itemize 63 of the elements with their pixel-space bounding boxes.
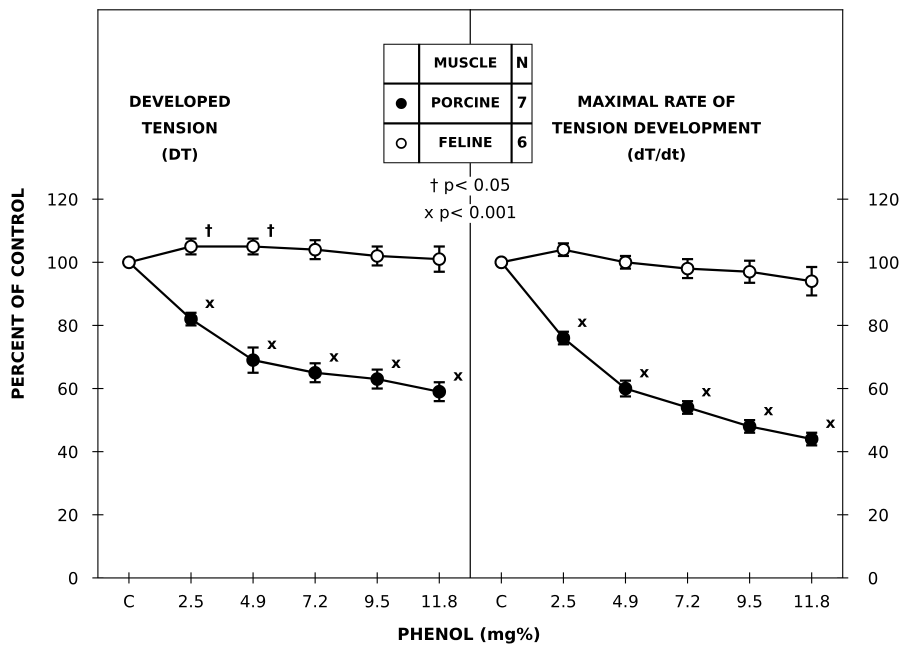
y-tick-label: 120 [870, 193, 898, 206]
y-tick-label: 100 [870, 256, 898, 269]
point [370, 372, 384, 386]
annotation: x [329, 353, 339, 362]
point [308, 242, 322, 256]
annotation: x [391, 360, 401, 368]
annotation: 7 [518, 96, 526, 108]
text: FELINE [440, 137, 492, 148]
x-tick-label: 11.8 [794, 594, 830, 608]
y-tick-label: 60 [868, 382, 888, 396]
y-tick-label: 20 [58, 508, 78, 522]
x-axis-title: PHENOL (mg%) [398, 627, 540, 644]
x-tick-label: C [124, 594, 134, 608]
annotation: x [453, 372, 463, 381]
y-tick-label: 120 [48, 193, 78, 206]
legend-label: PORCINE [432, 97, 499, 108]
annotation: † p< 0.05 [430, 178, 510, 194]
y-tick-label: 100 [48, 256, 78, 269]
point [308, 366, 322, 380]
y-tick-label: 0 [868, 572, 878, 584]
point [742, 264, 756, 279]
point [370, 249, 384, 263]
point [246, 353, 260, 367]
x-tick-label: 9.5 [365, 594, 390, 608]
annotation: x [764, 406, 774, 416]
x-tick-label: 2.5 [551, 594, 576, 608]
y-tick-label: 40 [868, 446, 888, 458]
x-tick-label: 4.9 [613, 594, 638, 608]
annotation: x [267, 340, 277, 350]
y-tick-label: 80 [868, 319, 888, 332]
y-tick-label: 40 [58, 446, 78, 458]
annotation: x p< 0.001 [424, 206, 516, 222]
annotation: x [640, 369, 649, 378]
annotation: † [205, 224, 212, 237]
annotation: x [702, 388, 712, 396]
x-tick-label: 7.2 [303, 594, 327, 608]
point [246, 240, 260, 254]
y-tick-label: 0 [68, 572, 78, 584]
annotation: x [826, 420, 836, 428]
annotation: † [267, 224, 274, 237]
point [432, 252, 446, 266]
point [680, 262, 694, 276]
point [184, 240, 198, 254]
text: MAXIMAL RATE OF TENSION DEVELOPMENT (dT/dt) [552, 96, 761, 162]
point [618, 382, 632, 396]
x-tick-label: C [496, 594, 506, 608]
text: DEVELOPED TENSION (DT) [130, 96, 230, 162]
y-tick-label: 80 [58, 319, 78, 332]
annotation: x [205, 300, 215, 308]
annotation: x [578, 318, 587, 327]
point [804, 274, 818, 288]
annotation: N [517, 56, 528, 68]
y-tick-label: 20 [868, 508, 888, 522]
legend-title: MUSCLE [434, 57, 496, 68]
x-tick-label: 4.9 [240, 594, 266, 608]
x-tick-label: 2.5 [178, 594, 203, 608]
annotation: 6 [518, 136, 527, 148]
x-tick-label: 9.5 [737, 594, 762, 608]
x-tick-label: 7.2 [676, 594, 700, 608]
x-tick-label: 11.8 [422, 594, 457, 608]
point [432, 384, 446, 398]
y-axis-title: PERCENT OF CONTROL [11, 188, 24, 398]
y-tick-label: 60 [58, 382, 78, 396]
